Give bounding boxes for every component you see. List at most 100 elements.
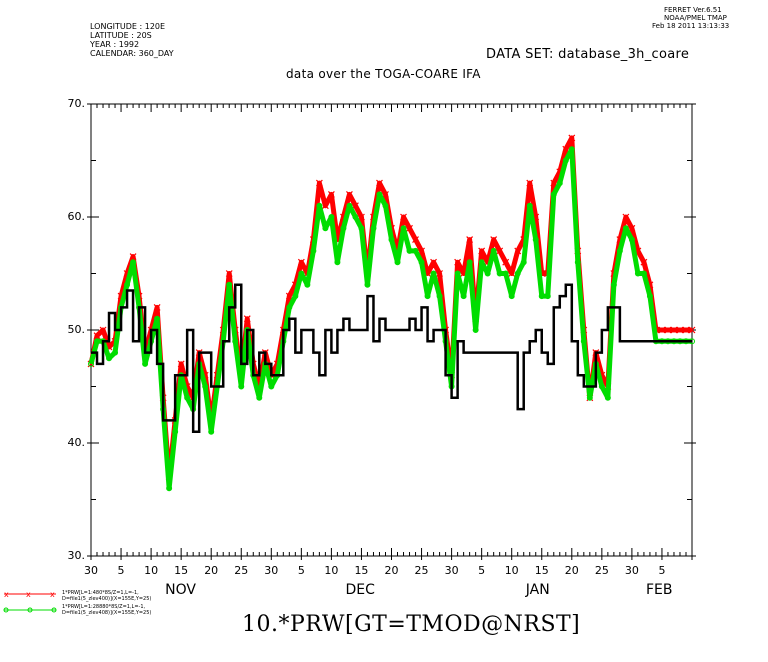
data-point-green — [514, 270, 521, 277]
data-point-red — [622, 213, 630, 221]
data-point-green — [172, 428, 179, 435]
data-point-green — [370, 225, 377, 232]
data-point-red — [225, 270, 233, 277]
data-point-red — [346, 190, 353, 198]
data-point-green — [604, 394, 611, 401]
data-point-green — [586, 394, 593, 401]
data-point-green — [640, 270, 647, 277]
data-point-red — [382, 190, 389, 198]
data-point-green — [376, 191, 383, 198]
data-point-green — [316, 202, 323, 209]
data-point-green — [634, 270, 641, 277]
data-point-red — [129, 253, 137, 260]
x-tick-label: 20 — [204, 564, 219, 577]
data-point-green — [478, 259, 485, 266]
data-point-green — [628, 236, 635, 243]
x-tick-label: 20 — [564, 564, 579, 577]
year-label: YEAR : 1992 — [90, 40, 140, 49]
data-point-green — [394, 259, 401, 266]
x-tick-label: 15 — [174, 564, 189, 577]
x-tick-label: 30 — [264, 564, 279, 577]
data-point-red — [688, 326, 696, 334]
data-point-green — [580, 338, 587, 345]
data-point-green — [310, 247, 317, 254]
data-point-green — [622, 225, 629, 232]
series-line-green — [88, 146, 692, 491]
data-point-green — [238, 383, 245, 390]
data-point-green — [484, 270, 491, 277]
data-point-red — [99, 326, 107, 334]
data-point-red — [466, 236, 474, 244]
data-point-red — [358, 213, 365, 221]
data-point-red — [496, 247, 504, 255]
legend-green-o-marker-2 — [27, 607, 33, 613]
series-line-red — [88, 135, 692, 480]
data-point-green — [382, 202, 389, 209]
data-point-green — [508, 293, 515, 300]
legend-red-x-marker-2: x — [26, 590, 31, 599]
data-point-red — [670, 326, 678, 334]
x-tick-label: 15 — [354, 564, 369, 577]
data-point-green — [256, 394, 263, 401]
data-point-green — [418, 259, 425, 266]
data-point-red — [628, 224, 636, 232]
data-point-green — [364, 281, 371, 288]
data-point-green — [352, 214, 359, 220]
x-tick-label: 5 — [117, 564, 125, 577]
data-point-red — [376, 179, 383, 187]
ferret-timestamp: Feb 18 2011 13:13:33 — [652, 22, 730, 30]
ferret-version: FERRET Ver.6.51 — [664, 6, 722, 14]
data-point-red — [93, 332, 101, 340]
data-point-green — [526, 202, 533, 209]
data-point-red — [490, 236, 498, 244]
data-point-red — [514, 247, 522, 255]
x-tick-label: 25 — [594, 564, 609, 577]
data-point-green — [646, 293, 653, 300]
data-point-green — [616, 247, 623, 254]
data-point-green — [106, 355, 113, 362]
data-point-green — [412, 247, 419, 254]
data-point-green — [232, 338, 239, 345]
data-point-green — [88, 360, 94, 367]
data-point-green — [124, 281, 131, 288]
legend-green-o-marker-3 — [51, 607, 57, 613]
data-point-green — [556, 180, 563, 187]
data-point-green — [454, 270, 461, 277]
data-point-red — [436, 270, 444, 277]
x-tick-label: 10 — [504, 564, 519, 577]
month-label-dec: DEC — [345, 582, 375, 598]
data-point-green — [550, 191, 557, 198]
data-point-green — [304, 281, 311, 288]
data-point-green — [490, 247, 497, 254]
data-point-green — [436, 293, 443, 300]
data-point-red — [418, 247, 425, 255]
data-point-red — [400, 213, 407, 221]
data-point-green — [334, 259, 341, 266]
data-point-green — [610, 281, 617, 288]
x-tick-label: 10 — [144, 564, 159, 577]
data-point-green — [466, 259, 473, 266]
data-point-green — [388, 236, 395, 243]
data-point-green — [568, 146, 575, 153]
data-point-green — [460, 293, 467, 300]
legend-series-2-line1: 1*PRW[L=1:28880*8S/Z=1,L=-1, — [62, 604, 146, 610]
x-tick-label: 5 — [658, 564, 666, 577]
data-point-red — [562, 145, 570, 153]
data-point-red — [327, 190, 335, 198]
latitude-label: LATITUDE : 20S — [90, 31, 152, 40]
legend-red-x-marker-3: x — [50, 590, 55, 599]
y-tick-label: 50. — [67, 323, 86, 336]
data-point-green — [400, 225, 407, 232]
x-tick-label: 5 — [478, 564, 486, 577]
data-point-green — [202, 383, 209, 390]
data-point-green — [130, 259, 137, 266]
data-point-green — [184, 394, 191, 401]
legend-series-1-line2: D=file1(5_zlev400)](X=155E,Y=25) — [62, 596, 152, 602]
month-label-jan: JAN — [525, 582, 550, 598]
data-point-green — [94, 338, 101, 345]
data-point-green — [112, 349, 119, 356]
data-point-green — [286, 304, 293, 311]
data-point-red — [243, 315, 251, 323]
x-tick-label: 30 — [444, 564, 459, 577]
